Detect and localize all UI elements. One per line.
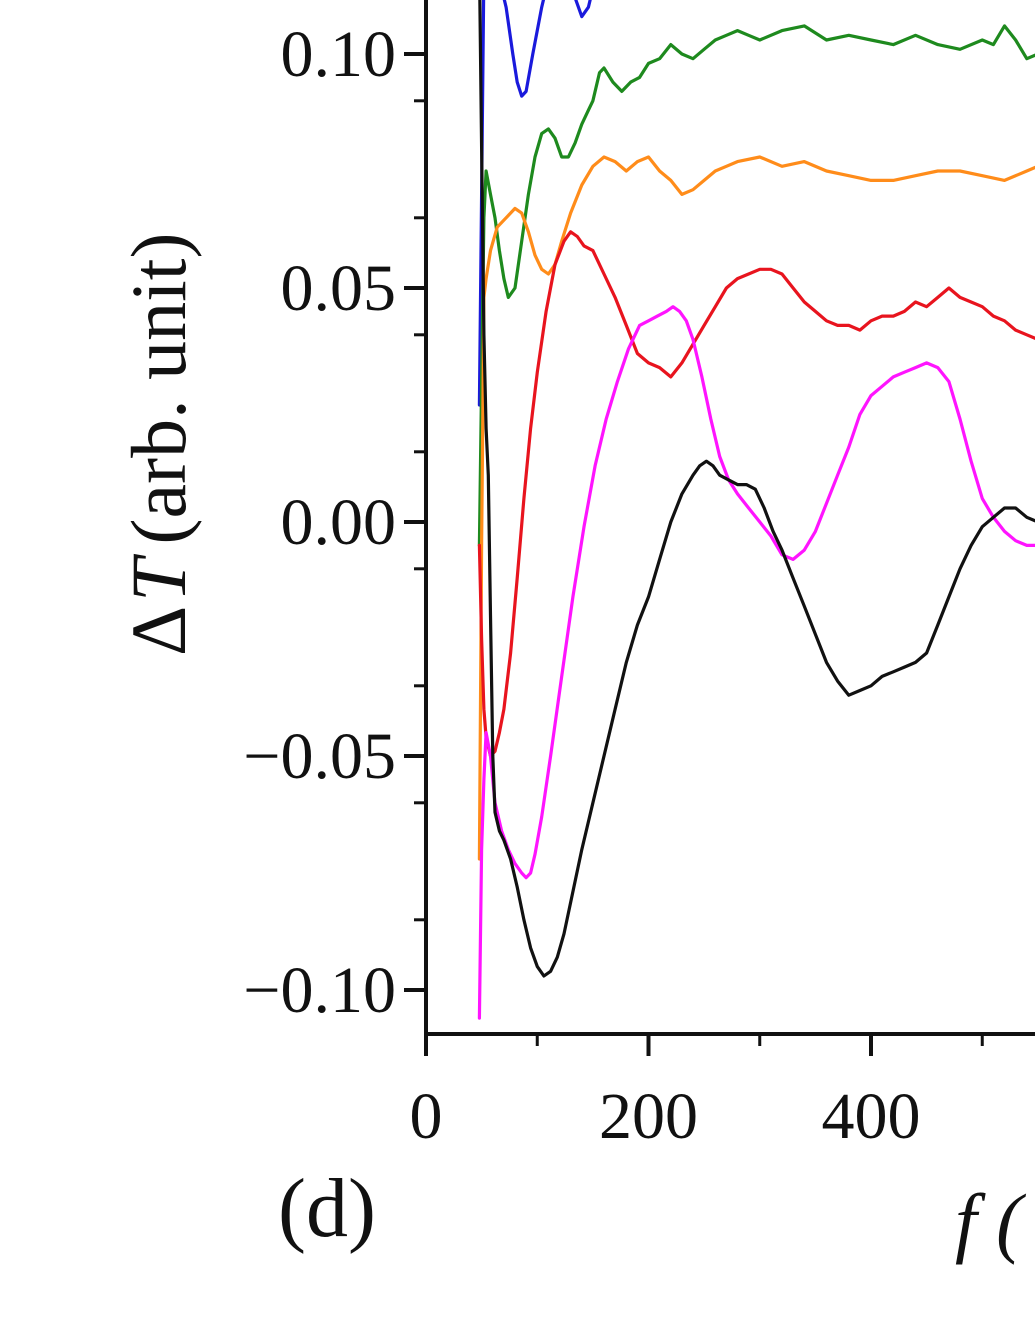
series-line-1 — [477, 0, 592, 407]
series-layer — [477, 0, 1035, 1020]
axes-layer: −0.10 −0.05 0.00 0.05 0.10 0 200 400 — [243, 0, 1035, 1153]
y-axis-title: ΔT(arb. unit) — [115, 233, 202, 656]
x-axis-title: f ( — [955, 1178, 1026, 1265]
y-tick-label: 0.05 — [281, 252, 397, 325]
y-tick-label: 0.00 — [281, 486, 397, 559]
x-tick-label: 400 — [822, 1080, 921, 1153]
series-line-5 — [477, 305, 1035, 1020]
series-line-4 — [477, 230, 1035, 758]
series-line-3 — [477, 155, 1035, 861]
y-tick-label: 0.10 — [281, 18, 397, 91]
y-tick-label: −0.10 — [243, 954, 396, 1027]
x-tick-label: 200 — [599, 1080, 698, 1153]
series-line-2 — [477, 24, 1035, 547]
y-tick-label: −0.05 — [243, 720, 396, 793]
x-tick-label: 0 — [410, 1080, 443, 1153]
series-line-6 — [478, 0, 1035, 978]
panel-label: (d) — [278, 1162, 376, 1255]
